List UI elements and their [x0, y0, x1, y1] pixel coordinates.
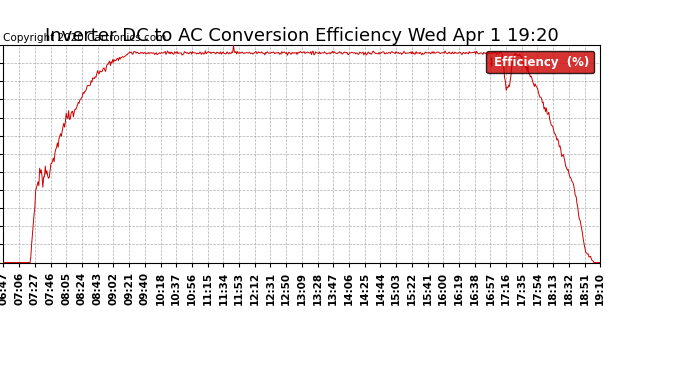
Legend: Efficiency  (%): Efficiency (%): [486, 51, 594, 74]
Text: Copyright 2020 Cartronics.com: Copyright 2020 Cartronics.com: [3, 33, 167, 43]
Title: Inverter DC to AC Conversion Efficiency Wed Apr 1 19:20: Inverter DC to AC Conversion Efficiency …: [45, 27, 559, 45]
